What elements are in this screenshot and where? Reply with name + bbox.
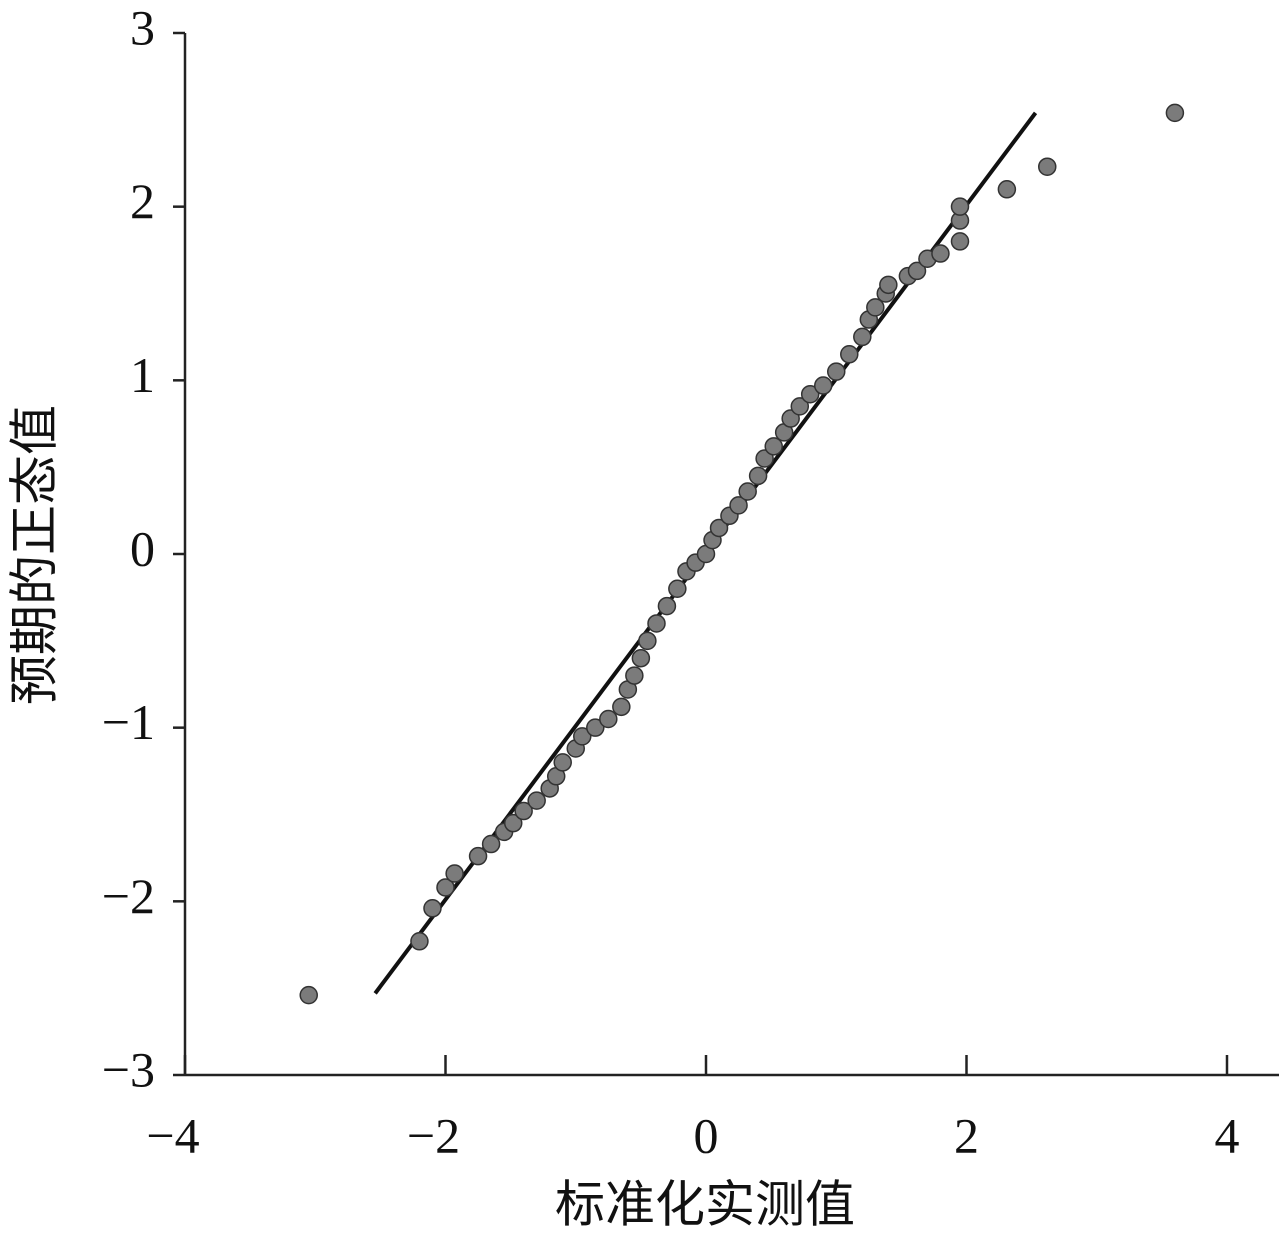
point — [638, 631, 657, 651]
point — [503, 813, 523, 833]
point — [514, 801, 533, 821]
point — [790, 397, 810, 416]
point — [709, 518, 729, 538]
point — [764, 437, 783, 456]
point — [445, 864, 464, 883]
point — [931, 244, 950, 263]
x-tick-label: 2 — [954, 1107, 979, 1163]
point — [553, 753, 572, 772]
point — [866, 298, 885, 317]
y-tick-label: 3 — [130, 0, 155, 55]
point — [827, 362, 846, 381]
point — [436, 878, 455, 897]
point — [468, 846, 488, 866]
y-axis-label: 预期的正态值 — [6, 405, 62, 705]
point — [879, 275, 898, 295]
point — [853, 327, 872, 347]
point — [748, 466, 768, 486]
point — [738, 482, 757, 501]
point — [800, 384, 820, 404]
point — [586, 718, 605, 737]
point — [647, 614, 666, 633]
point — [1038, 157, 1057, 176]
y-tick-label: 2 — [130, 173, 155, 229]
x-axis-label: 标准化实测值 — [555, 1176, 855, 1232]
point — [612, 697, 631, 717]
point — [813, 376, 833, 395]
x-tick-label: −4 — [146, 1107, 199, 1163]
point — [625, 666, 644, 685]
point — [657, 596, 677, 616]
point — [1165, 103, 1185, 123]
point — [527, 791, 546, 810]
y-tick-label: 0 — [130, 520, 155, 576]
point — [840, 345, 859, 364]
point — [668, 579, 687, 598]
point — [950, 197, 970, 216]
point — [755, 449, 774, 468]
point — [729, 496, 748, 515]
x-tick-label: 4 — [1215, 1107, 1240, 1163]
point — [997, 180, 1017, 199]
y-tick-label: 1 — [130, 347, 155, 403]
x-tick-label: −2 — [407, 1107, 460, 1163]
point — [950, 232, 970, 251]
point — [573, 727, 592, 746]
point — [907, 261, 927, 281]
point — [410, 932, 429, 951]
point — [299, 985, 318, 1005]
y-tick-label: −1 — [102, 694, 155, 750]
x-tick-label: 0 — [694, 1107, 719, 1163]
y-tick-label: −3 — [102, 1041, 155, 1097]
point — [599, 709, 618, 729]
point — [423, 899, 442, 918]
point — [481, 834, 501, 854]
point — [631, 648, 651, 668]
point — [781, 409, 800, 428]
y-tick-label: −2 — [102, 868, 155, 924]
